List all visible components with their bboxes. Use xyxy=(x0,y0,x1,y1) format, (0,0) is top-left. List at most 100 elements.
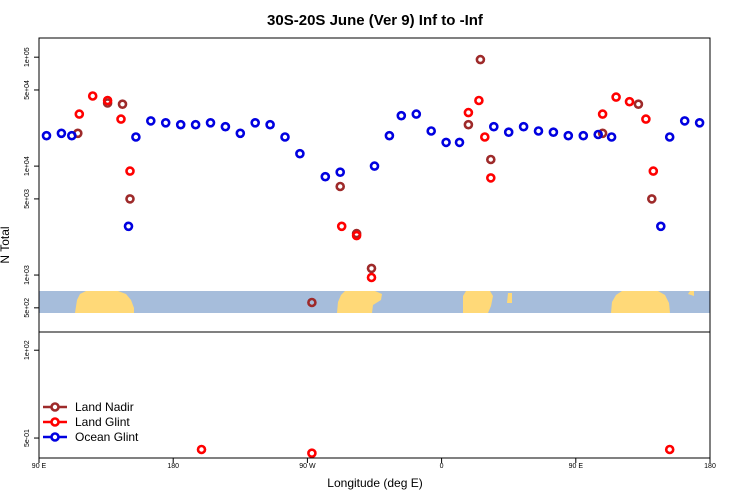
point-land-nadir xyxy=(125,194,135,204)
point-land-glint xyxy=(664,444,675,455)
x-tick-label: 0 xyxy=(440,463,444,470)
point-land-glint xyxy=(74,109,85,119)
x-tick-label: 90 W xyxy=(299,463,316,470)
point-land-glint xyxy=(479,132,490,142)
point-ocean-glint xyxy=(518,121,529,132)
x-tick-label: 90 E xyxy=(32,463,47,470)
point-ocean-glint xyxy=(411,109,422,119)
point-ocean-glint xyxy=(488,121,499,132)
land-region xyxy=(507,293,512,303)
point-ocean-glint xyxy=(335,167,346,177)
point-ocean-glint xyxy=(190,119,201,130)
point-ocean-glint xyxy=(503,127,514,137)
point-ocean-glint xyxy=(41,130,52,141)
point-ocean-glint xyxy=(578,130,589,141)
point-land-nadir xyxy=(597,128,608,139)
lower-panel: 5e-01 1e+02 xyxy=(24,331,711,459)
lower-y-tick-label: 1e+02 xyxy=(24,340,31,360)
point-ocean-glint xyxy=(320,171,331,182)
point-land-glint xyxy=(648,166,659,176)
point-land-glint xyxy=(102,95,113,106)
upper-y-tick-label: 1e+03 xyxy=(24,265,31,285)
point-land-glint xyxy=(336,221,347,232)
point-ocean-glint xyxy=(679,116,690,126)
upper-plot-frame xyxy=(38,37,711,333)
point-ocean-glint xyxy=(369,161,380,171)
point-ocean-glint xyxy=(123,221,134,232)
point-ocean-glint xyxy=(146,116,156,126)
legend-item-land-nadir: Land Nadir xyxy=(43,400,134,414)
point-land-glint xyxy=(351,230,362,241)
point-ocean-glint xyxy=(56,128,67,139)
point-land-glint xyxy=(474,95,484,106)
point-ocean-glint xyxy=(563,130,574,141)
series-land-glint xyxy=(74,91,675,459)
legend-item-ocean-glint: Ocean Glint xyxy=(43,430,139,444)
series-land-nadir xyxy=(73,54,657,308)
point-ocean-glint xyxy=(265,119,275,130)
point-ocean-glint xyxy=(454,137,465,148)
point-land-nadir xyxy=(485,154,496,165)
point-ocean-glint xyxy=(694,118,705,128)
point-ocean-glint xyxy=(280,132,290,142)
point-ocean-glint xyxy=(160,118,171,128)
point-ocean-glint xyxy=(235,128,246,139)
land-ocean-mask xyxy=(39,291,710,313)
point-land-nadir xyxy=(646,194,657,204)
legend-label: Ocean Glint xyxy=(75,430,139,444)
legend-label: Land Glint xyxy=(75,415,130,429)
chart-title: 30S-20S June (Ver 9) Inf to -Inf xyxy=(267,12,484,29)
point-land-nadir xyxy=(463,119,474,130)
point-land-glint xyxy=(641,114,651,124)
point-land-glint xyxy=(116,114,126,124)
point-ocean-glint xyxy=(175,119,186,130)
point-land-glint xyxy=(307,448,317,459)
land-region xyxy=(688,291,694,296)
point-ocean-glint xyxy=(250,118,260,128)
point-land-glint xyxy=(366,272,377,283)
upper-y-tick-label: 1e+04 xyxy=(24,156,31,176)
legend-marker xyxy=(50,417,60,427)
series-ocean-glint xyxy=(41,109,705,232)
x-axis: 90 E 180 90 W 0 90 E 180 xyxy=(32,458,716,470)
upper-y-tick-label: 5e+02 xyxy=(24,298,31,318)
legend-item-land-glint: Land Glint xyxy=(43,415,130,429)
lower-y-tick-label: 5e-01 xyxy=(24,429,31,447)
point-land-glint xyxy=(485,173,496,183)
point-land-glint xyxy=(624,96,635,107)
point-land-glint xyxy=(87,91,98,101)
point-ocean-glint xyxy=(533,126,544,136)
point-land-glint xyxy=(597,109,608,119)
legend-marker xyxy=(50,402,60,412)
lower-plot-frame xyxy=(38,331,711,459)
point-land-glint xyxy=(196,444,207,455)
point-land-nadir xyxy=(307,297,317,308)
upper-y-tick-label: 1e+05 xyxy=(24,47,31,67)
x-tick-label: 180 xyxy=(704,463,716,470)
point-ocean-glint xyxy=(131,132,141,142)
point-ocean-glint xyxy=(655,221,666,232)
point-ocean-glint xyxy=(220,121,231,132)
x-tick-label: 90 E xyxy=(569,463,584,470)
land-region xyxy=(611,291,670,313)
point-ocean-glint xyxy=(426,126,437,136)
upper-y-tick-label: 5e+04 xyxy=(24,80,31,100)
point-ocean-glint xyxy=(205,118,216,128)
land-region xyxy=(337,291,382,313)
point-ocean-glint xyxy=(67,130,77,141)
land-region xyxy=(75,291,134,313)
point-land-nadir xyxy=(633,99,644,109)
upper-panel: 5e+02 1e+03 5e+03 1e+04 5e+04 1e+05 xyxy=(24,37,711,459)
point-land-glint xyxy=(125,166,135,176)
point-land-glint xyxy=(611,92,621,102)
x-tick-label: 180 xyxy=(167,463,179,470)
point-ocean-glint xyxy=(441,137,451,148)
point-ocean-glint xyxy=(593,129,604,140)
point-land-nadir xyxy=(366,263,377,274)
land-region xyxy=(463,291,493,313)
point-ocean-glint xyxy=(384,130,395,141)
legend-label: Land Nadir xyxy=(75,400,134,414)
point-ocean-glint xyxy=(396,110,407,121)
